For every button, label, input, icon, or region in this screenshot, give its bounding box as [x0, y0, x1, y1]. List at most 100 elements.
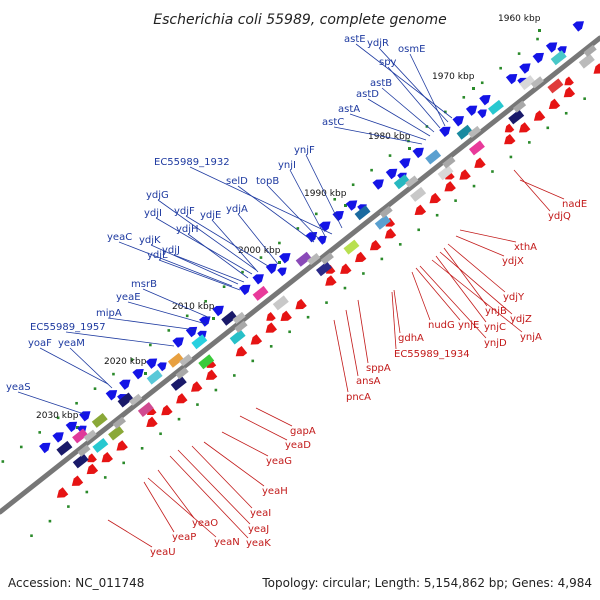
- tick-dot: [103, 476, 107, 479]
- kbp-tick-mark: [344, 204, 347, 207]
- top-gene-arrow: [477, 109, 487, 119]
- top-feature-block: [167, 352, 184, 368]
- top-feature-block: [129, 393, 143, 406]
- bottom-gene-arrow: [146, 416, 158, 427]
- bottom-gene-label: pncA: [346, 392, 371, 403]
- bottom-gene-arrow: [205, 369, 218, 380]
- bottom-feature-block: [170, 376, 187, 391]
- bottom-leader-line: [411, 271, 431, 321]
- bottom-leader-line: [203, 441, 265, 487]
- top-feature-block: [83, 429, 97, 442]
- top-feature-block: [393, 174, 410, 190]
- bottom-gene-arrow: [71, 475, 84, 486]
- top-gene-arrow: [52, 432, 64, 443]
- bottom-feature-block: [508, 109, 525, 125]
- top-gene-label: mipA: [96, 308, 122, 319]
- tick-dot: [251, 359, 255, 363]
- top-leader-line: [185, 215, 269, 267]
- top-leader-line: [65, 331, 175, 347]
- tick-dot: [278, 241, 281, 245]
- bottom-gene-arrow: [101, 452, 113, 463]
- top-gene-arrow: [239, 284, 251, 296]
- bottom-gene-arrow: [593, 63, 600, 74]
- top-feature-block: [295, 251, 312, 267]
- top-leader-line: [305, 154, 343, 229]
- tick-dot: [185, 314, 189, 318]
- tick-dot: [269, 345, 273, 348]
- tick-dot: [491, 170, 494, 173]
- bottom-leader-line: [391, 291, 397, 350]
- bottom-gene-label: yeaO: [192, 518, 218, 529]
- bottom-feature-block: [410, 186, 427, 202]
- bottom-gene-label: xthA: [514, 242, 537, 253]
- top-leader-line: [158, 259, 241, 291]
- bottom-leader-line: [169, 455, 249, 539]
- bottom-gene-label: ydjZ: [510, 314, 532, 325]
- top-leader-line: [17, 391, 85, 415]
- tick-dot: [288, 330, 291, 334]
- bottom-leader-line: [345, 309, 359, 377]
- top-gene-label: ydjK: [139, 235, 161, 246]
- kbp-tick-mark: [278, 261, 281, 264]
- bottom-leader-line: [191, 445, 253, 509]
- bottom-gene-arrow: [548, 98, 561, 109]
- top-gene-arrow: [212, 305, 224, 317]
- bottom-feature-block: [272, 295, 289, 311]
- bottom-feature-block: [437, 165, 454, 181]
- top-feature-block: [530, 76, 544, 89]
- top-gene-arrow: [199, 316, 211, 327]
- top-gene-arrow: [105, 390, 118, 401]
- top-leader-line: [333, 126, 423, 145]
- tick-dot: [140, 447, 144, 450]
- top-gene-arrow: [172, 337, 184, 348]
- top-feature-block: [307, 253, 321, 266]
- tick-dot: [19, 445, 23, 449]
- top-gene-arrow: [412, 147, 424, 159]
- bottom-feature-block: [92, 438, 109, 453]
- tick-dot: [528, 141, 531, 144]
- bottom-feature-block: [316, 261, 332, 277]
- bottom-feature-block: [108, 425, 124, 441]
- bottom-leader-line: [415, 267, 461, 321]
- bottom-leader-line: [255, 407, 293, 427]
- map-title: Escherichia coli 55989, complete genome: [153, 12, 446, 28]
- top-leader-line: [39, 347, 109, 385]
- tick-dot: [1, 460, 5, 463]
- tick-dot: [380, 257, 384, 261]
- top-gene-label: ydjA: [226, 204, 248, 215]
- top-gene-label: astB: [370, 78, 392, 89]
- bottom-gene-arrow: [265, 322, 277, 333]
- kbp-tick-label: 2020 kbp: [104, 357, 147, 367]
- top-gene-arrow: [319, 221, 331, 232]
- bottom-leader-line: [459, 229, 517, 243]
- bottom-gene-label: ansA: [356, 376, 381, 387]
- kbp-tick-label: 2010 kbp: [172, 302, 215, 312]
- bottom-leader-line: [435, 255, 487, 323]
- top-leader-line: [211, 219, 259, 273]
- top-leader-line: [150, 244, 239, 285]
- bottom-feature-block: [175, 367, 189, 380]
- top-feature-block: [252, 285, 269, 301]
- tick-dot: [583, 97, 586, 100]
- top-gene-arrow: [277, 267, 287, 277]
- bottom-feature-block: [72, 453, 89, 469]
- tick-dot: [536, 37, 539, 41]
- top-leader-line: [118, 241, 233, 287]
- top-gene-label: spy: [379, 57, 397, 68]
- top-feature-block: [191, 334, 208, 350]
- bottom-gene-label: yeaH: [262, 486, 288, 497]
- top-gene-arrow: [399, 158, 411, 169]
- top-gene-label: selD: [226, 176, 248, 187]
- bottom-leader-line: [447, 243, 506, 293]
- bottom-gene-arrow: [444, 181, 456, 192]
- top-gene-arrow: [452, 116, 464, 127]
- bottom-gene-label: ynjE: [458, 320, 479, 331]
- top-leader-line: [355, 43, 453, 119]
- tick-dot: [67, 505, 70, 508]
- bottom-gene-arrow: [86, 463, 99, 475]
- top-leader-line: [173, 254, 245, 283]
- bottom-feature-block: [547, 78, 564, 94]
- top-gene-arrow: [465, 105, 478, 116]
